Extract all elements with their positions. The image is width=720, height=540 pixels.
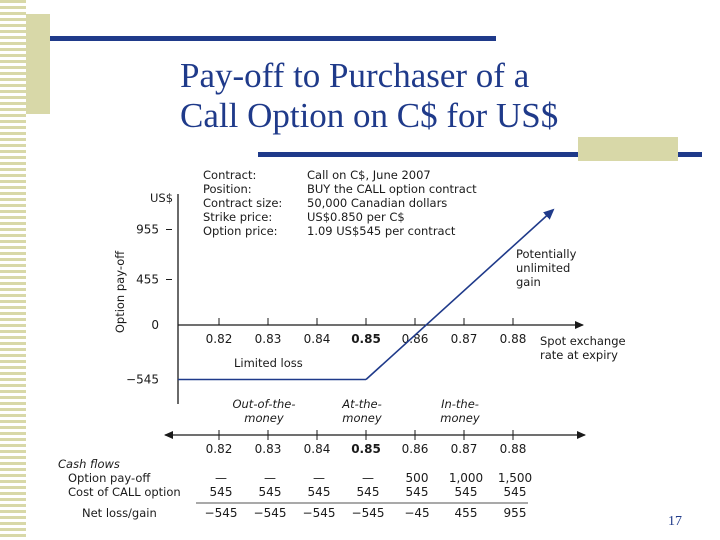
y-tick-label: 0 [151,318,159,332]
cash-flow-cell: −545 [303,506,336,520]
cash-flow-row-label: Net loss/gain [82,506,157,520]
limited-loss-label: Limited loss [234,356,303,370]
x-tick-label: 0.84 [304,332,331,346]
unlimited-gain-label-3: gain [516,275,541,289]
cash-flow-cell: 545 [455,485,478,499]
contract-label-1: Position: [203,182,252,196]
y-tick-label: 955 [136,223,159,237]
title-top-bar [50,36,496,41]
rate-tick-label: 0.84 [304,442,331,456]
cash-flow-cell: 545 [210,485,233,499]
rate-tick-label: 0.82 [206,442,233,456]
cash-flow-cell: −545 [352,506,385,520]
cash-flow-cell: −545 [205,506,238,520]
cash-flow-cell: 545 [504,485,527,499]
cash-flow-table: Option pay-off — — — — 500 1,000 1,500 Cost of C… [68,471,532,520]
rate-tick-label: 0.85 [351,442,381,456]
title-bottom-bar [258,152,702,157]
x-tick-label: 0.83 [255,332,282,346]
title-line-1: Pay-off to Purchaser of a [180,56,530,95]
cash-flow-cell: — [313,471,325,485]
accent-square-top [26,14,50,114]
cash-flow-row-label: Cost of CALL option [68,485,181,499]
x-ticks: 0.82 0.83 0.84 0.85 0.86 0.87 0.88 [206,318,527,346]
moneyness-1-line-2: money [342,411,382,425]
moneyness-0-line-1: Out-of-the- [232,397,295,411]
cash-flow-cell: — [362,471,374,485]
rate-scale-ticks: 0.82 0.83 0.84 0.85 0.86 0.87 0.88 [206,430,527,456]
x-axis-title-line-2: rate at expiry [540,348,618,362]
cash-flow-cell: 545 [406,485,429,499]
title-line-2: Call Option on C$ for US$ [180,96,559,135]
cash-flow-cell: 1,500 [498,471,532,485]
x-tick-label: 0.86 [402,332,429,346]
contract-info: Contract: Call on C$, June 2007 Position… [203,168,477,238]
contract-value-1: BUY the CALL option contract [307,182,477,196]
cash-flow-cell: — [215,471,227,485]
accent-square-right [578,137,678,161]
contract-value-2: 50,000 Canadian dollars [307,196,447,210]
x-tick-label: 0.85 [351,332,381,346]
cash-flow-cell: −545 [254,506,287,520]
cash-flow-cell: — [264,471,276,485]
series-layer [178,208,555,381]
x-tick-label: 0.87 [451,332,478,346]
cash-flow-cell: 455 [455,506,478,520]
contract-label-3: Strike price: [203,210,272,224]
unlimited-gain-label-1: Potentially [516,247,577,261]
contract-value-0: Call on C$, June 2007 [307,168,431,182]
contract-label-2: Contract size: [203,196,282,210]
cash-flows-heading: Cash flows [58,457,120,471]
y-tick-label: −545 [126,373,159,387]
rate-tick-label: 0.86 [402,442,429,456]
decorative-stripe [0,0,26,540]
page-number: 17 [668,514,682,529]
contract-label-4: Option price: [203,224,278,238]
cash-flow-row-label: Option pay-off [68,471,151,485]
x-tick-label: 0.82 [206,332,233,346]
rate-tick-label: 0.87 [451,442,478,456]
contract-value-4: 1.09 US$545 per contract [307,224,456,238]
contract-value-3: US$0.850 per C$ [307,210,405,224]
cash-flow-cell: 545 [357,485,380,499]
slide-title: Pay-off to Purchaser of a Call Option on… [180,56,558,136]
cash-flow-cell: 500 [406,471,429,485]
y-tick-label: 455 [136,273,159,287]
y-axis-title: Option pay-off [113,250,127,333]
y-ticks: 955 455 0 −545 [126,223,172,387]
moneyness-2-line-2: money [440,411,480,425]
cash-flow-cell: −45 [404,506,429,520]
moneyness-1-line-1: At-the- [341,397,382,411]
cash-flow-cell: 955 [504,506,527,520]
rate-tick-label: 0.88 [500,442,527,456]
moneyness-0-line-2: money [244,411,284,425]
unlimited-gain-label-2: unlimited [516,261,570,275]
cash-flow-cell: 545 [259,485,282,499]
cash-flow-cell: 1,000 [449,471,483,485]
y-unit-label: US$ [150,191,173,205]
cash-flow-cell: 545 [308,485,331,499]
payoff-line-gain [365,208,555,381]
rate-tick-label: 0.83 [255,442,282,456]
x-tick-label: 0.88 [500,332,527,346]
moneyness-2-line-1: In-the- [441,397,479,411]
x-axis-title-line-1: Spot exchange [540,334,626,348]
contract-label-0: Contract: [203,168,256,182]
